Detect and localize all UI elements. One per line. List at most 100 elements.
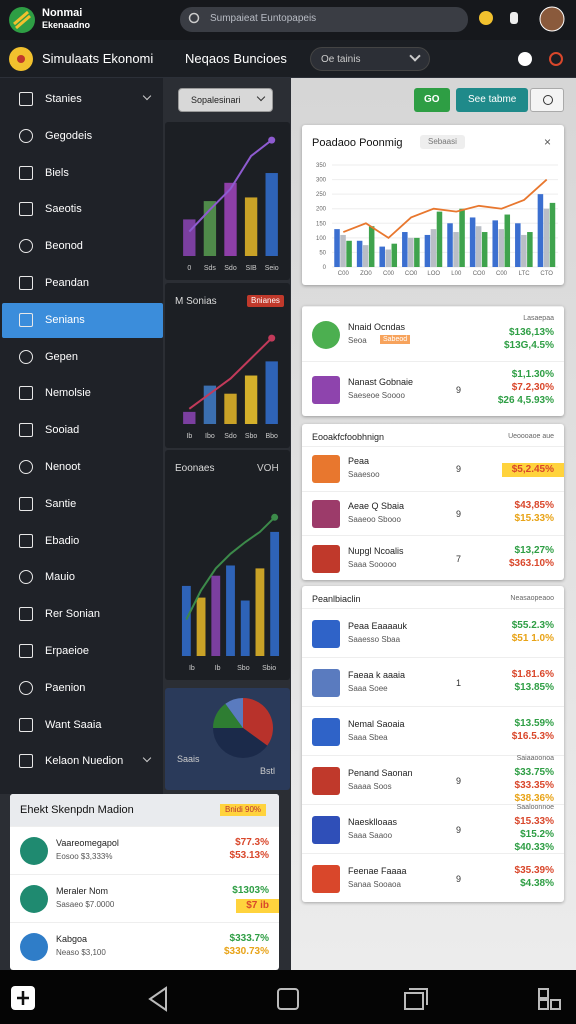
list-card: Nnaid Ocndas Seoa Sabeod Lasaepaa $136,13% $1…: [302, 306, 564, 416]
brand-logo: [9, 7, 35, 33]
bar: [340, 234, 346, 267]
sidebar-item[interactable]: Senians: [2, 302, 163, 338]
search-bar[interactable]: Sumpaieat Euntopapeis: [180, 7, 468, 32]
chart-tab[interactable]: Sebaasi: [420, 135, 465, 149]
list-item[interactable]: Naesklloaas Saaa Saaoo 9 Saaloonnoe $15.33% $…: [302, 804, 564, 853]
list-item[interactable]: Peaa Saaesoo 9 $5,2.45%: [302, 446, 564, 491]
list-item[interactable]: Feenae Faaaa Sanaa Sooaoa 9 $35.39% $4.38%: [302, 853, 564, 902]
item-title: Nnaid Ocndas: [348, 321, 406, 332]
x-label: Sbo: [245, 433, 258, 440]
list-item[interactable]: Kabgoa Neaso $3,100 $333.7% $330.73%: [10, 922, 279, 970]
close-button[interactable]: ×: [544, 135, 552, 149]
recent-button[interactable]: [404, 988, 428, 1010]
list-item[interactable]: Penand Saonan Saaaa Soos 9 Saiaaoonoa $33.75…: [302, 755, 564, 804]
item-value: $77.3%: [235, 837, 269, 848]
list-header: Peanlbiaclin: [312, 594, 361, 604]
sidebar-item[interactable]: Santie: [2, 487, 163, 522]
list-item[interactable]: Vaareomegapol Eosoo $3,333% $77.3% $53.13%: [10, 826, 279, 874]
menu-button[interactable]: [538, 988, 561, 1010]
x-tick-label: LOO: [427, 271, 440, 277]
item-value: $13.59%: [514, 717, 554, 729]
pie-chart: Saais Bstl: [177, 698, 275, 776]
bar: [549, 202, 556, 267]
sidebar-item[interactable]: Nenoot: [2, 450, 163, 485]
list-item[interactable]: Nnaid Ocndas Seoa Sabeod Lasaepaa $136,13% $1…: [302, 306, 564, 361]
list-item[interactable]: Nanast Gobnaie Saeseoe Soooo 9 $1,1.30% $7.2…: [302, 361, 564, 416]
item-title: Meraler Nom: [56, 886, 109, 896]
bar: [356, 240, 363, 267]
list-item[interactable]: Nemal Saoaia Saaa Sbea $13.59% $16.5.3%: [302, 706, 564, 755]
item-title: Peaa Eaaaauk: [348, 620, 408, 631]
info-button[interactable]: [530, 88, 564, 112]
item-title: Naesklloaas: [348, 816, 398, 827]
item-icon: [20, 933, 48, 961]
sidebar-label: Nemolsie: [45, 387, 91, 400]
sidebar-label: Rer Sonian: [45, 608, 101, 621]
sidebar-label: Beonod: [45, 240, 83, 253]
sidebar-icon: [19, 460, 33, 474]
list-card: Eooakfcfoobhnign Ueoooaoe aue Peaa Saaesoo 9…: [302, 424, 564, 580]
bar: [346, 240, 352, 267]
sidebar-item[interactable]: Want Saaia: [2, 708, 163, 743]
item-value: $13G,4.5%: [503, 340, 554, 351]
app-icon: [9, 47, 33, 71]
sidebar-item[interactable]: Stanies: [2, 82, 163, 117]
sidebar-item[interactable]: Mauio: [2, 560, 163, 595]
sidebar-icon: [19, 533, 33, 548]
item-value: $33.35%: [514, 779, 554, 791]
item-value: $26 4,5.93%: [497, 395, 554, 406]
sidebar-chevron: [142, 754, 152, 763]
go-button[interactable]: GO: [414, 88, 450, 112]
search-text: Sumpaieat Euntopapeis: [210, 13, 317, 24]
table-button[interactable]: See tabme: [456, 88, 528, 112]
bar: [543, 208, 550, 267]
sidebar-item[interactable]: Kelaon Nuedion: [2, 744, 163, 779]
bar: [402, 232, 408, 267]
sidebar-item[interactable]: Peandan: [2, 266, 163, 301]
brand-bottom: Ekenaadno: [42, 20, 91, 30]
item-title: Nanast Gobnaie: [348, 376, 414, 387]
sidebar-item[interactable]: Gepen: [2, 340, 163, 375]
trend-line: [185, 516, 276, 620]
y-tick-label: 150: [316, 221, 327, 227]
item-value: $53.13%: [229, 850, 269, 861]
sidebar-icon: [19, 680, 33, 695]
sidebar-item[interactable]: Saeotis: [2, 192, 163, 227]
period-select[interactable]: Oe tainis: [310, 47, 430, 71]
list-item[interactable]: Faeaa k aaaia Saaa Soee 1 $1.81.6% $13.85%: [302, 657, 564, 706]
sidebar-item[interactable]: Erpaeioe: [2, 634, 163, 669]
list-item[interactable]: Meraler Nom Sasaeo $7.0000 $1303% $7 ib: [10, 874, 279, 922]
item-count: 9: [456, 464, 462, 475]
item-icon: [312, 766, 340, 795]
pie-slice: [213, 703, 243, 728]
item-icon: [20, 885, 48, 913]
item-value: $13,27%: [514, 544, 554, 556]
list-item[interactable]: Peaa Eaaaauk Saaesso Sbaa $55.2.3% $51 1.0%: [302, 608, 564, 657]
search-glass: [188, 12, 200, 24]
sidebar-item[interactable]: Gegodeis: [2, 119, 163, 154]
sidebar-item[interactable]: Beonod: [2, 229, 163, 264]
sidebar-icon: [19, 92, 33, 106]
list-item[interactable]: Aeae Q Sbaia Saaeoo Sbooo 9 $43,85% $15.33%: [302, 490, 564, 536]
bar: [492, 220, 498, 267]
item-value: $333.7%: [229, 933, 269, 944]
sidebar-item[interactable]: Biels: [2, 156, 163, 191]
x-tick-label: CO0: [473, 271, 486, 277]
sidebar-item[interactable]: Rer Sonian: [2, 597, 163, 632]
back-button[interactable]: [148, 986, 167, 1012]
period-select-text: Oe tainis: [321, 54, 361, 65]
sidebar-chevron: [142, 91, 152, 101]
sidebar-item[interactable]: Ebadio: [2, 524, 163, 559]
sidebar-item[interactable]: Paenion: [2, 671, 163, 706]
sidebar-label: Nenoot: [45, 461, 81, 473]
sidebar-label: Kelaon Nuedion: [45, 755, 124, 768]
list-item[interactable]: Nupgl Ncoalis Saaa Sooooo 7 $13,27% $363.10%: [302, 535, 564, 580]
bar: [504, 214, 511, 267]
home-nav-button[interactable]: [277, 988, 299, 1010]
item-meta: Saaloonnoe: [516, 803, 554, 811]
scenario-select[interactable]: Sopalesinari: [178, 88, 273, 112]
top-icons: [479, 6, 565, 32]
item-title: Feenae Faaaa: [348, 865, 407, 876]
sidebar-item[interactable]: Sooiad: [2, 413, 163, 448]
sidebar-item[interactable]: Nemolsie: [2, 376, 163, 411]
